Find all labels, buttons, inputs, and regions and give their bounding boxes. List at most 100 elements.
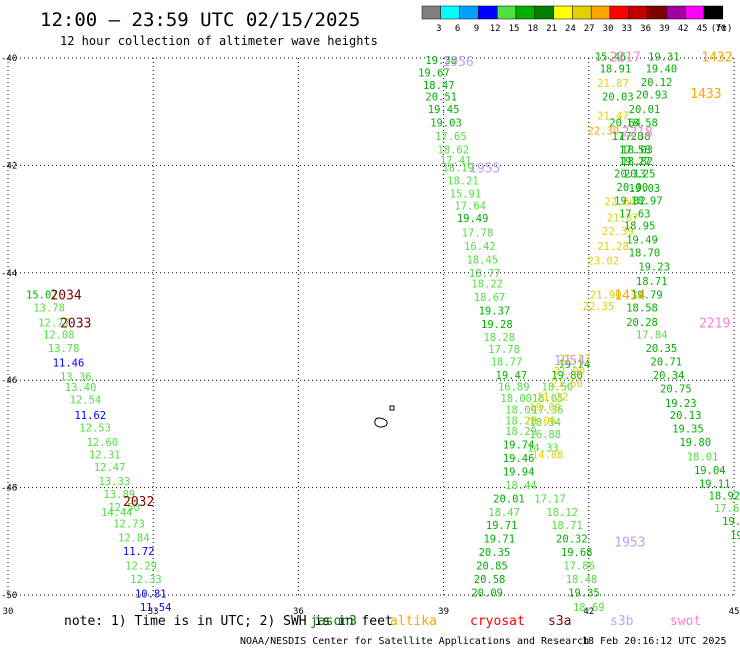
- swh-value: 19.47: [496, 370, 528, 382]
- footer-note: note: 1) Time is in UTC; 2) SWH is in fe…: [64, 614, 393, 629]
- swh-value: 19.68: [561, 547, 593, 559]
- colorbar-swatch: [421, 5, 442, 20]
- colorbar-tick-label: 24: [565, 24, 576, 34]
- swh-value: 19.09: [529, 402, 561, 414]
- swh-value: 20.09: [471, 587, 503, 599]
- swh-value: 19.37: [479, 305, 511, 317]
- swh-value: 18.62: [437, 144, 469, 156]
- pass-number-label: 1433: [690, 87, 721, 102]
- swh-value: 11.62: [74, 410, 106, 422]
- swh-value: 18.01: [687, 451, 719, 463]
- colorbar-tick-label: 6: [455, 24, 460, 34]
- swh-value: 21.60: [551, 378, 583, 390]
- satellite-legend-entry: s3b: [610, 614, 634, 629]
- swh-value: 17.63: [619, 209, 651, 221]
- swh-value: 18.09: [505, 405, 537, 417]
- x-tick-label: 39: [438, 607, 449, 617]
- swh-value: 18.67: [474, 292, 506, 304]
- satellite-legend-entry: swot: [670, 614, 701, 629]
- swh-value: 12.50: [108, 502, 140, 514]
- swh-value: 18.28: [505, 415, 537, 427]
- swh-value: 18.92: [709, 491, 740, 503]
- swh-value: 12.47: [94, 462, 126, 474]
- swh-value: 18.97: [631, 195, 663, 207]
- swh-value: 17.84: [636, 330, 668, 342]
- colorbar-tick-label: 12: [490, 24, 501, 34]
- y-tick-label: -48: [1, 484, 17, 494]
- swh-value: 20.51: [425, 92, 457, 104]
- pass-number-label: 1954: [554, 354, 585, 369]
- swh-value: 18.69: [573, 602, 605, 614]
- swh-value: 18.34: [529, 417, 561, 429]
- swh-value: 12.77: [38, 318, 70, 330]
- chart-title: 12:00 – 23:59 UTC 02/15/2025: [40, 9, 360, 31]
- x-tick-label: 45: [729, 607, 740, 617]
- swh-value: 13.40: [65, 382, 97, 394]
- swh-value: 13.78: [48, 343, 80, 355]
- swh-value: 19.23: [638, 261, 670, 273]
- swh-value: 21.22: [537, 391, 569, 403]
- island-outline: [374, 405, 395, 428]
- swh-value: 19.35: [568, 587, 600, 599]
- swh-value: 20.13: [614, 168, 646, 180]
- colorbar-tick-label: 21: [546, 24, 557, 34]
- swh-value: 18.91: [600, 64, 632, 76]
- swh-value: 19.35: [672, 424, 704, 436]
- swh-value: 15.91: [450, 188, 482, 200]
- swh-value: 19.32: [614, 195, 646, 207]
- swh-observations: 15.0713.7812.7712.0813.7811.4613.3613.40…: [26, 51, 740, 613]
- swh-value: 18.77: [491, 356, 523, 368]
- swh-value: 18.44: [505, 480, 537, 492]
- swh-value: 12.08: [43, 330, 75, 342]
- colorbar-swatch: [553, 5, 573, 20]
- swh-value: 19.49: [626, 235, 658, 247]
- colorbar-tick-label: 39: [659, 24, 670, 34]
- pass-number-label: 1953: [614, 535, 645, 550]
- colorbar-swatch: [572, 5, 592, 20]
- swh-value: 10.81: [135, 588, 167, 600]
- swh-value: 18.45: [467, 254, 499, 266]
- swh-value: 20.85: [476, 560, 508, 572]
- swh-value: 13.89: [104, 489, 136, 501]
- colorbar-swatch: [534, 5, 554, 20]
- colorbar-unit-label: (ft): [711, 24, 733, 34]
- swh-value: 22.35: [583, 301, 615, 313]
- satellite-legend: jason3 altika cryosat s3a s3b swot: [310, 614, 701, 629]
- swh-value: 17.78: [462, 228, 494, 240]
- swh-value: 11.46: [53, 357, 85, 369]
- swh-value: 23.02: [588, 255, 620, 267]
- swh-value: 22.30: [588, 125, 620, 137]
- x-tick-label: 33: [148, 607, 159, 617]
- swh-value: 17.41: [440, 155, 472, 167]
- swh-value: 19.38: [425, 55, 457, 67]
- swh-value: 18.19: [442, 163, 474, 175]
- swh-value: 19.45: [428, 104, 460, 116]
- footer-credit: NOAA/NESDIS Center for Satellite Applica…: [240, 636, 589, 647]
- swh-value: 17.17: [534, 493, 566, 505]
- swh-value: 17.58: [619, 144, 651, 156]
- swh-value: 18.21: [447, 175, 479, 187]
- swh-value: 19.71: [486, 520, 518, 532]
- swh-value: 21.87: [607, 212, 639, 224]
- footer: note: 1) Time is in UTC; 2) SWH is in fe…: [64, 614, 727, 647]
- swh-value: 18.29: [505, 426, 537, 438]
- swh-value: 15.07: [26, 289, 58, 301]
- swh-value: 18.47: [488, 507, 520, 519]
- swh-value: 11.72: [123, 546, 155, 558]
- colorbar-tick-label: 33: [621, 24, 632, 34]
- island-shape: [374, 417, 388, 428]
- x-tick-label: 42: [583, 607, 594, 617]
- swh-value: 12.73: [113, 519, 145, 531]
- swh-value: 20.35: [646, 343, 678, 355]
- swh-value: 20.01: [493, 493, 525, 505]
- colorbar-tick-label: 30: [603, 24, 614, 34]
- swh-value: 17.36: [532, 405, 564, 417]
- swh-value: 19.28: [481, 319, 513, 331]
- colorbar-swatch: [496, 5, 517, 20]
- pass-number-label: 2033: [60, 317, 91, 332]
- swh-value: 18.47: [423, 80, 455, 92]
- colorbar-tick-label: 15: [509, 24, 520, 34]
- swh-value: 21.47: [597, 110, 629, 122]
